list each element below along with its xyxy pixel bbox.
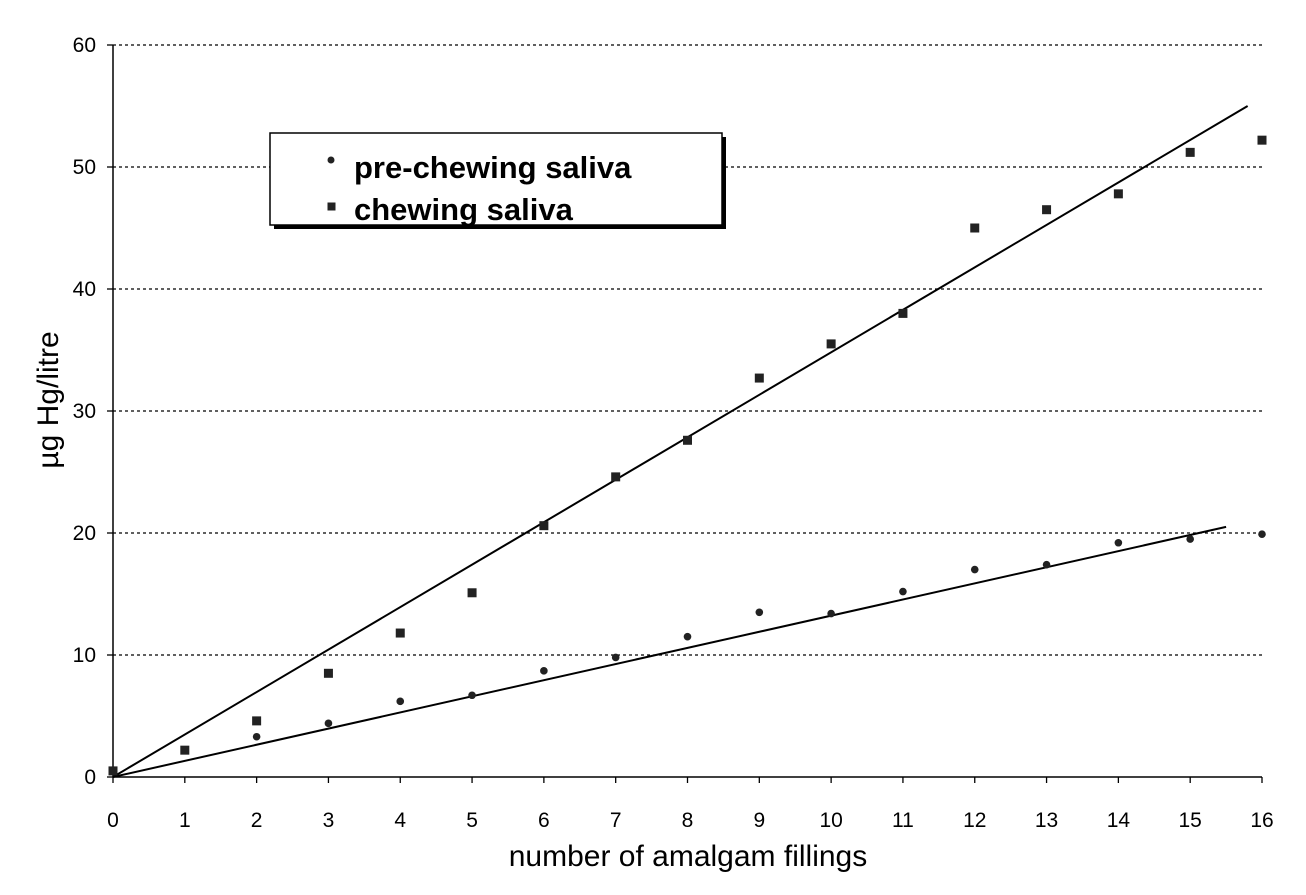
y-tick-label-50: 50 xyxy=(73,156,96,179)
y-tick-label-20: 20 xyxy=(73,522,96,545)
legend-label-pre-chewing: pre-chewing saliva xyxy=(354,150,632,185)
point-pre-chewing-10 xyxy=(827,609,835,618)
y-tick-label-60: 60 xyxy=(73,34,96,57)
x-tick-label-8: 8 xyxy=(682,809,694,832)
legend-marker-pre-chewing xyxy=(327,156,335,164)
point-pre-chewing-3 xyxy=(324,719,333,728)
point-chewing-12 xyxy=(970,223,980,233)
x-tick-label-5: 5 xyxy=(466,809,478,832)
trendline-series-0 xyxy=(112,525,1227,778)
x-tick-label-10: 10 xyxy=(819,809,842,832)
point-chewing-10 xyxy=(826,339,836,349)
x-tick-label-3: 3 xyxy=(323,809,335,832)
point-chewing-9 xyxy=(754,373,764,383)
point-pre-chewing-14 xyxy=(1114,538,1123,547)
point-pre-chewing-13 xyxy=(1042,560,1051,569)
x-tick-label-1: 1 xyxy=(179,809,191,832)
x-tick-label-14: 14 xyxy=(1107,809,1131,832)
point-pre-chewing-4 xyxy=(396,697,405,706)
x-tick-label-9: 9 xyxy=(753,809,765,832)
point-chewing-13 xyxy=(1042,205,1052,215)
legend-label-chewing: chewing saliva xyxy=(354,192,574,227)
x-tick-label-0: 0 xyxy=(107,809,119,832)
point-chewing-0 xyxy=(108,766,118,776)
data-points xyxy=(108,135,1267,776)
point-pre-chewing-5 xyxy=(468,691,476,700)
x-tick-label-2: 2 xyxy=(251,809,263,832)
y-tick-labels: 0 10 20 30 40 50 60 xyxy=(73,34,96,789)
point-pre-chewing-12 xyxy=(970,565,979,574)
point-pre-chewing-11 xyxy=(899,587,907,596)
legend-marker-chewing xyxy=(327,202,336,211)
trendline-series-1 xyxy=(112,105,1249,778)
point-pre-chewing-2 xyxy=(252,732,261,741)
x-axis-title: number of amalgam fillings xyxy=(509,840,868,873)
x-tick-label-12: 12 xyxy=(963,809,986,832)
point-pre-chewing-16 xyxy=(1258,530,1266,539)
x-tick-label-13: 13 xyxy=(1035,809,1058,832)
point-chewing-14 xyxy=(1113,189,1123,199)
x-tick-label-6: 6 xyxy=(538,809,550,832)
x-tick-labels: 0 1 2 3 4 5 6 7 8 9 10 11 12 13 14 15 16 xyxy=(107,809,1274,832)
y-tick-label-30: 30 xyxy=(73,400,96,423)
point-pre-chewing-15 xyxy=(1186,535,1194,543)
y-axis-title: µg Hg/litre xyxy=(32,331,65,468)
y-tick-label-0: 0 xyxy=(84,766,96,789)
legend: pre-chewing saliva chewing saliva xyxy=(269,132,726,229)
point-chewing-6 xyxy=(539,521,549,531)
axes xyxy=(107,44,1263,783)
point-chewing-2 xyxy=(252,716,262,726)
point-chewing-4 xyxy=(395,628,405,638)
point-chewing-16 xyxy=(1257,135,1267,145)
point-pre-chewing-8 xyxy=(683,632,692,641)
point-pre-chewing-9 xyxy=(755,608,764,617)
y-tick-label-40: 40 xyxy=(73,278,96,301)
y-tick-label-10: 10 xyxy=(73,644,96,667)
x-tick-label-15: 15 xyxy=(1179,809,1202,832)
point-chewing-15 xyxy=(1185,147,1195,157)
x-tick-label-7: 7 xyxy=(610,809,622,832)
trendlines xyxy=(112,105,1249,778)
point-chewing-3 xyxy=(323,668,333,678)
point-pre-chewing-6 xyxy=(540,667,548,675)
point-chewing-5 xyxy=(467,588,477,598)
point-chewing-1 xyxy=(180,745,190,755)
point-chewing-7 xyxy=(611,472,621,482)
point-chewing-11 xyxy=(898,308,908,318)
legend-box xyxy=(269,132,723,226)
x-tick-label-16: 16 xyxy=(1250,809,1273,832)
x-tick-label-11: 11 xyxy=(892,809,914,832)
point-pre-chewing-7 xyxy=(611,653,620,662)
point-chewing-8 xyxy=(683,435,692,445)
x-tick-label-4: 4 xyxy=(394,809,406,832)
